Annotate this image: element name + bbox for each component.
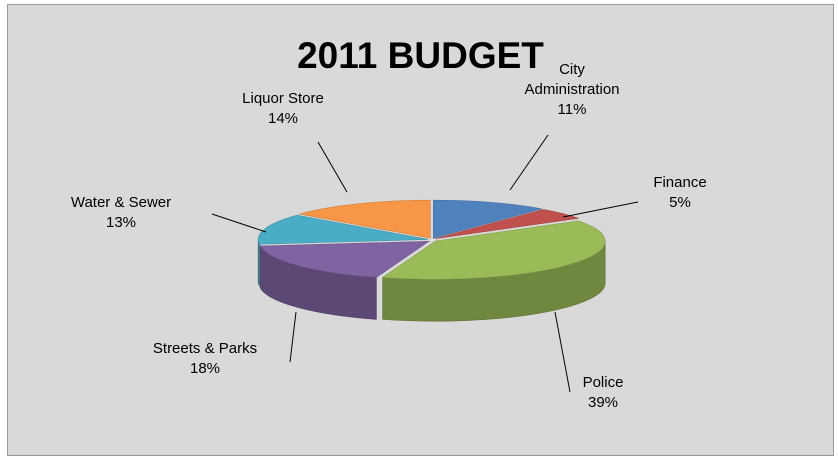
slice-label-liquor-store: Liquor Store 14%	[242, 90, 324, 127]
leader-line-city-administration	[509, 134, 549, 191]
leader-line-streets-parks	[289, 311, 297, 363]
pie-slice-finance	[434, 209, 579, 239]
pie-slice-streets-parks	[259, 240, 430, 278]
slice-label-city-administration: City Administration 11%	[524, 61, 619, 118]
pie-slice-water-sewer	[257, 214, 429, 245]
slice-label-streets-parks: Streets & Parks 18%	[153, 340, 257, 377]
chart-title: 2011 BUDGET	[297, 35, 544, 76]
pie-slice-city-administration	[433, 199, 542, 239]
pie-slice-police	[381, 220, 606, 280]
pie-slice-liquor-store	[299, 199, 431, 239]
slice-label-police: Police 39%	[583, 374, 624, 411]
leader-line-police	[554, 311, 571, 393]
slice-label-finance: Finance 5%	[653, 174, 706, 211]
pie-slice-side-water-sewer	[257, 239, 260, 288]
leader-line-finance	[562, 201, 639, 218]
leader-line-liquor-store	[317, 141, 348, 193]
leader-line-water-sewer	[211, 213, 267, 233]
slice-label-water-sewer: Water & Sewer 13%	[71, 194, 171, 231]
